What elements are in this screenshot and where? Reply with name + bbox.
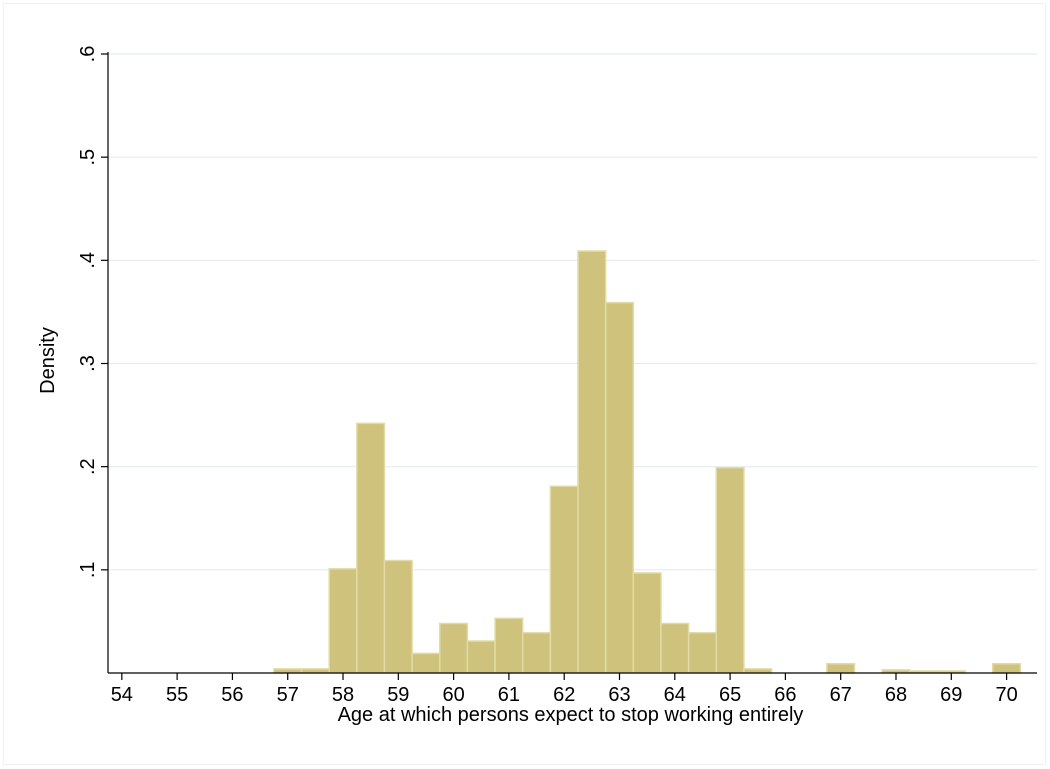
histogram-bar — [328, 568, 358, 674]
histogram-bar — [383, 559, 413, 674]
histogram-bar — [521, 632, 552, 674]
x-tick-label: 59 — [387, 684, 409, 706]
histogram-bars — [273, 250, 1022, 674]
histogram-bar — [466, 640, 496, 674]
x-tick-label: 68 — [885, 684, 907, 706]
tick-marks: 54 55 56 57 58 59 60 61 62 63 64 65 66 67 68 69 70 .1 .2 .3… — [77, 46, 1018, 706]
histogram-bar — [660, 622, 690, 674]
grid-lines — [108, 53, 1037, 571]
x-axis-title: Age at which persons expect to stop work… — [338, 704, 804, 726]
y-tick-label: .2 — [77, 458, 99, 475]
y-tick-label: .3 — [77, 355, 99, 372]
x-tick-label: 67 — [830, 684, 852, 706]
histogram-bar — [549, 485, 579, 674]
histogram-bar — [494, 617, 524, 674]
histogram-bar — [356, 422, 386, 674]
histogram-bar — [632, 572, 662, 674]
x-tick-label: 63 — [608, 684, 630, 706]
histogram-bar — [687, 632, 718, 674]
histogram-bar — [715, 466, 745, 674]
histogram-bar — [992, 662, 1022, 674]
x-tick-label: 54 — [111, 684, 133, 706]
histogram-bar — [577, 250, 607, 674]
x-tick-label: 64 — [664, 684, 686, 706]
y-tick-label: .1 — [77, 561, 99, 578]
histogram-bar — [826, 662, 856, 674]
histogram-bar — [300, 668, 330, 674]
histogram-chart: 54 55 56 57 58 59 60 61 62 63 64 65 66 67 68 69 70 .1 .2 .3… — [37, 46, 1037, 726]
chart-frame: 54 55 56 57 58 59 60 61 62 63 64 65 66 67 68 69 70 .1 .2 .3… — [3, 3, 1046, 765]
histogram-bar — [743, 668, 773, 674]
x-tick-label: 69 — [940, 684, 962, 706]
histogram-bar — [439, 622, 469, 674]
y-tick-label: .6 — [77, 46, 99, 63]
histogram-bar — [273, 668, 303, 674]
x-tick-label: 56 — [221, 684, 243, 706]
x-tick-label: 57 — [277, 684, 299, 706]
x-tick-label: 61 — [498, 684, 520, 706]
x-tick-label: 65 — [719, 684, 741, 706]
x-tick-label: 58 — [332, 684, 354, 706]
y-tick-label: .5 — [77, 149, 99, 166]
y-tick-label: .4 — [77, 252, 99, 269]
y-axis-title: Density — [37, 327, 59, 394]
x-tick-label: 55 — [166, 684, 188, 706]
histogram-bar — [604, 301, 635, 674]
x-tick-label: 62 — [553, 684, 575, 706]
x-tick-label: 66 — [774, 684, 796, 706]
x-tick-label: 70 — [995, 684, 1017, 706]
x-tick-label: 60 — [442, 684, 464, 706]
histogram-bar — [411, 652, 441, 674]
